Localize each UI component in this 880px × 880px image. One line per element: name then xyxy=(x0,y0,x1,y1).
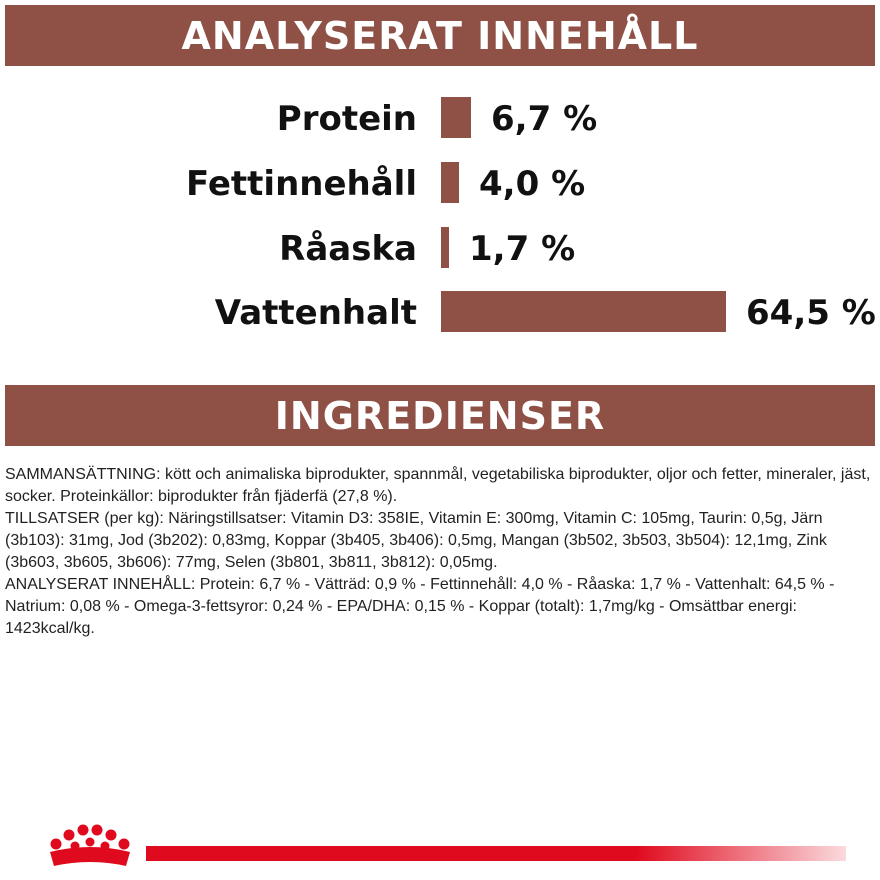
analysis-paragraph: ANALYSERAT INNEHÅLL: Protein: 6,7 % - Vä… xyxy=(5,576,835,637)
ingredients-header: INGREDIENSER xyxy=(5,385,875,446)
additives-paragraph: TILLSATSER (per kg): Näringstillsatser: … xyxy=(5,510,827,571)
nutrient-bar xyxy=(441,97,471,138)
nutrient-label: Fettinnehåll xyxy=(186,164,417,204)
nutrient-bar xyxy=(441,162,459,203)
nutrient-value: 4,0 % xyxy=(479,164,586,204)
nutrient-label: Protein xyxy=(276,99,417,139)
nutrient-value: 1,7 % xyxy=(469,229,576,269)
ingredients-title: INGREDIENSER xyxy=(274,393,606,438)
nutrient-value: 6,7 % xyxy=(491,99,598,139)
composition-paragraph: SAMMANSÄTTNING: kött och animaliska bipr… xyxy=(5,466,871,505)
nutrient-label: Råaska xyxy=(279,229,417,269)
analysis-header: ANALYSERAT INNEHÅLL xyxy=(5,5,875,66)
nutrient-bar xyxy=(441,227,449,268)
ingredients-text: SAMMANSÄTTNING: kött och animaliska bipr… xyxy=(5,464,875,640)
nutrient-row-fat: Fettinnehåll 4,0 % xyxy=(0,162,880,206)
crown-icon xyxy=(42,822,138,872)
analysis-title: ANALYSERAT INNEHÅLL xyxy=(181,13,699,58)
nutrient-row-water: Vattenhalt 64,5 % xyxy=(0,291,880,335)
nutrient-bar xyxy=(441,291,726,332)
nutrient-value: 64,5 % xyxy=(746,293,876,333)
nutrient-label: Vattenhalt xyxy=(214,293,417,333)
footer-accent-line xyxy=(146,846,846,861)
nutrient-row-ash: Råaska 1,7 % xyxy=(0,227,880,271)
nutrient-row-protein: Protein 6,7 % xyxy=(0,97,880,141)
